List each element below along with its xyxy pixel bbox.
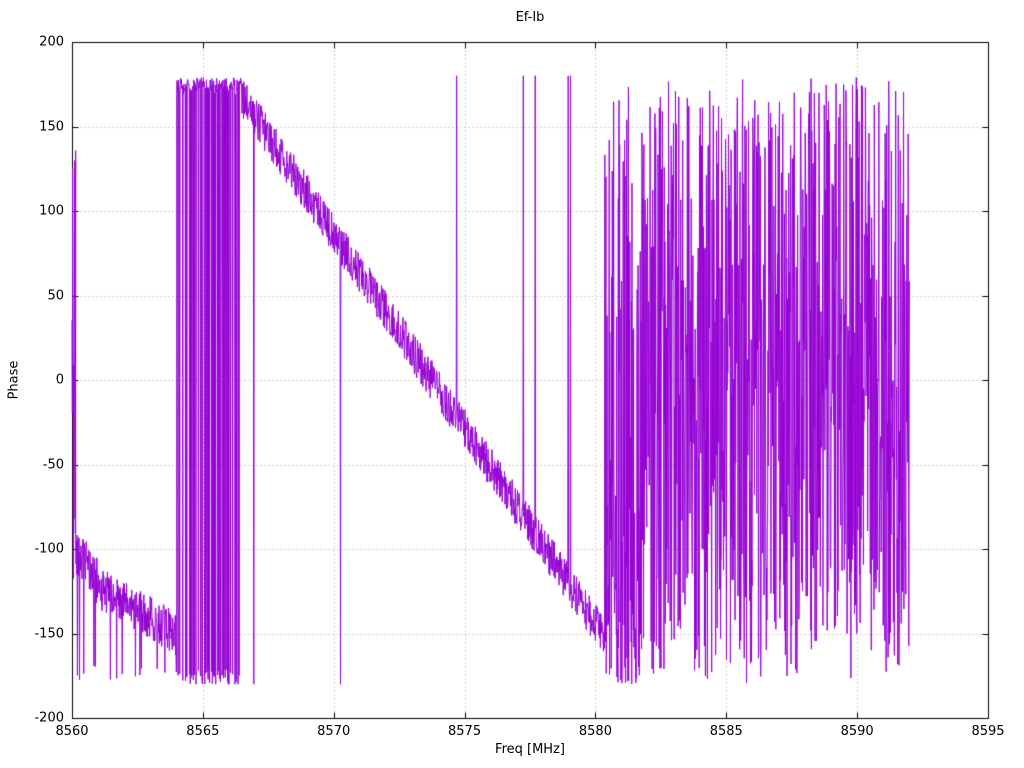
y-tick-label: -50: [42, 457, 64, 472]
y-tick-label: -200: [34, 710, 64, 726]
chart-title: Ef-Ib: [515, 10, 545, 25]
x-tick-label: 8595: [971, 724, 1005, 739]
y-tick-label: -150: [34, 626, 64, 641]
x-axis-label: Freq [MHz]: [495, 742, 565, 757]
x-tick-label: 8585: [709, 724, 743, 739]
x-tick-label: 8580: [578, 724, 612, 739]
y-tick-label: 0: [55, 372, 64, 388]
y-tick-label: -100: [34, 541, 64, 557]
y-tick-label: 150: [39, 119, 64, 134]
y-tick-label: 100: [39, 203, 64, 219]
x-tick-label: 8560: [55, 724, 89, 739]
y-tick-label: 200: [39, 34, 64, 50]
y-axis-label: Phase: [6, 360, 22, 400]
x-tick-label: 8570: [317, 724, 351, 739]
x-tick-label: 8565: [186, 724, 220, 739]
x-tick-label: 8590: [840, 724, 874, 739]
y-tick-label: 50: [47, 288, 64, 303]
x-tick-label: 8575: [448, 724, 482, 739]
